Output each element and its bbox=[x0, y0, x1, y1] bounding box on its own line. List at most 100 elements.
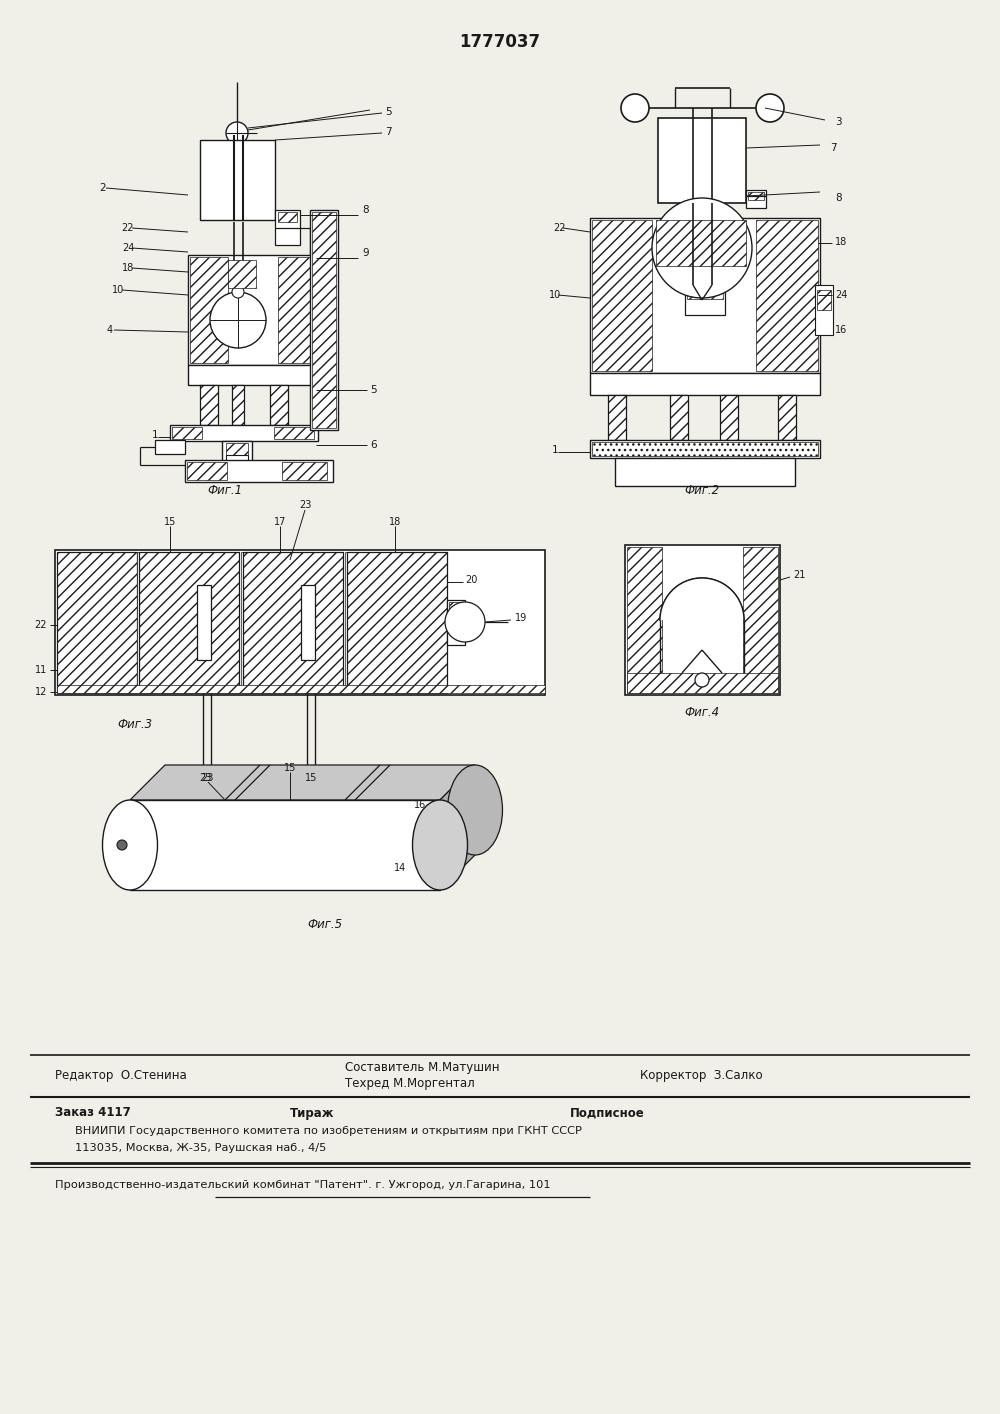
Bar bbox=[720, 395, 738, 440]
Text: Фиг.2: Фиг.2 bbox=[684, 484, 720, 496]
Bar bbox=[55, 550, 545, 696]
Text: 1: 1 bbox=[152, 430, 158, 440]
Text: 22: 22 bbox=[34, 619, 47, 631]
Text: 8: 8 bbox=[835, 192, 842, 204]
Text: 18: 18 bbox=[389, 518, 401, 527]
Text: 15: 15 bbox=[305, 773, 317, 783]
Text: Фиг.4: Фиг.4 bbox=[684, 707, 720, 720]
Circle shape bbox=[117, 840, 127, 850]
Bar bbox=[200, 385, 218, 426]
Text: 11: 11 bbox=[35, 665, 47, 674]
Circle shape bbox=[445, 602, 485, 642]
Bar bbox=[185, 460, 333, 482]
Text: 10: 10 bbox=[112, 286, 124, 296]
Bar bbox=[592, 443, 818, 455]
Bar bbox=[347, 551, 447, 693]
Circle shape bbox=[232, 286, 244, 298]
Text: 9: 9 bbox=[362, 247, 369, 257]
Bar bbox=[282, 462, 327, 479]
Text: 19: 19 bbox=[515, 614, 527, 624]
Text: 5: 5 bbox=[370, 385, 377, 395]
Bar bbox=[670, 395, 688, 440]
Bar bbox=[687, 287, 723, 298]
Bar bbox=[278, 257, 316, 363]
Text: 24: 24 bbox=[835, 290, 847, 300]
Text: 15: 15 bbox=[164, 518, 176, 527]
Circle shape bbox=[756, 93, 784, 122]
Text: 21: 21 bbox=[793, 570, 805, 580]
Text: 16: 16 bbox=[835, 325, 847, 335]
Polygon shape bbox=[660, 578, 744, 619]
Bar bbox=[658, 117, 746, 204]
Bar bbox=[627, 673, 778, 693]
Bar bbox=[345, 551, 347, 693]
Bar bbox=[685, 286, 725, 315]
Circle shape bbox=[695, 673, 709, 687]
Bar bbox=[232, 385, 244, 426]
Bar bbox=[301, 585, 315, 660]
Bar bbox=[274, 427, 314, 438]
Bar bbox=[139, 551, 239, 693]
Text: Заказ 4117: Заказ 4117 bbox=[55, 1107, 131, 1120]
Bar bbox=[748, 192, 764, 199]
Text: 22: 22 bbox=[122, 223, 134, 233]
Bar bbox=[57, 551, 137, 693]
Text: Корректор  З.Салко: Корректор З.Салко bbox=[640, 1069, 763, 1082]
Bar bbox=[778, 395, 796, 440]
Bar bbox=[200, 385, 218, 426]
Text: Техред М.Моргентал: Техред М.Моргентал bbox=[345, 1076, 475, 1090]
Text: ВНИИПИ Государственного комитета по изобретениям и открытиям при ГКНТ СССР: ВНИИПИ Государственного комитета по изоб… bbox=[75, 1126, 582, 1135]
Bar bbox=[608, 395, 626, 440]
Bar bbox=[270, 385, 288, 426]
Text: 18: 18 bbox=[835, 238, 847, 247]
Text: 7: 7 bbox=[385, 127, 392, 137]
Bar bbox=[449, 602, 463, 619]
Text: 20: 20 bbox=[465, 575, 477, 585]
Text: 12: 12 bbox=[35, 687, 47, 697]
Circle shape bbox=[210, 293, 266, 348]
Bar bbox=[347, 551, 447, 693]
Bar bbox=[172, 427, 202, 438]
Bar bbox=[137, 551, 139, 693]
Text: Редактор  О.Стенина: Редактор О.Стенина bbox=[55, 1069, 187, 1082]
Bar bbox=[228, 260, 256, 288]
Circle shape bbox=[652, 198, 752, 298]
Bar bbox=[130, 800, 440, 889]
Bar bbox=[746, 189, 766, 208]
Bar bbox=[139, 551, 239, 693]
Bar bbox=[778, 395, 796, 440]
Bar bbox=[57, 551, 137, 693]
Text: 5: 5 bbox=[385, 107, 392, 117]
Bar bbox=[57, 684, 545, 693]
Bar bbox=[190, 257, 228, 363]
Text: 22: 22 bbox=[554, 223, 566, 233]
Polygon shape bbox=[130, 765, 475, 800]
Bar bbox=[270, 385, 288, 426]
Ellipse shape bbox=[448, 765, 503, 855]
Text: 113035, Москва, Ж-35, Раушская наб., 4/5: 113035, Москва, Ж-35, Раушская наб., 4/5 bbox=[75, 1143, 326, 1152]
Bar bbox=[817, 290, 831, 310]
Text: 18: 18 bbox=[122, 263, 134, 273]
Bar bbox=[590, 218, 820, 373]
Text: 6: 6 bbox=[370, 440, 377, 450]
Text: 2: 2 bbox=[100, 182, 106, 192]
Bar bbox=[592, 221, 652, 370]
Text: 4: 4 bbox=[107, 325, 113, 335]
Bar bbox=[756, 221, 818, 370]
Bar bbox=[656, 221, 746, 266]
Bar bbox=[241, 551, 243, 693]
Circle shape bbox=[621, 93, 649, 122]
Bar bbox=[625, 544, 780, 696]
Bar bbox=[275, 211, 300, 245]
Text: 14: 14 bbox=[394, 863, 406, 872]
Bar bbox=[310, 211, 338, 430]
Text: 1: 1 bbox=[552, 445, 558, 455]
Text: 3: 3 bbox=[835, 117, 842, 127]
Bar bbox=[226, 455, 248, 467]
Bar bbox=[200, 140, 275, 221]
Text: 23: 23 bbox=[201, 773, 213, 783]
Bar bbox=[743, 547, 778, 693]
Text: 7: 7 bbox=[830, 143, 837, 153]
Polygon shape bbox=[440, 765, 475, 889]
Bar bbox=[278, 212, 297, 222]
